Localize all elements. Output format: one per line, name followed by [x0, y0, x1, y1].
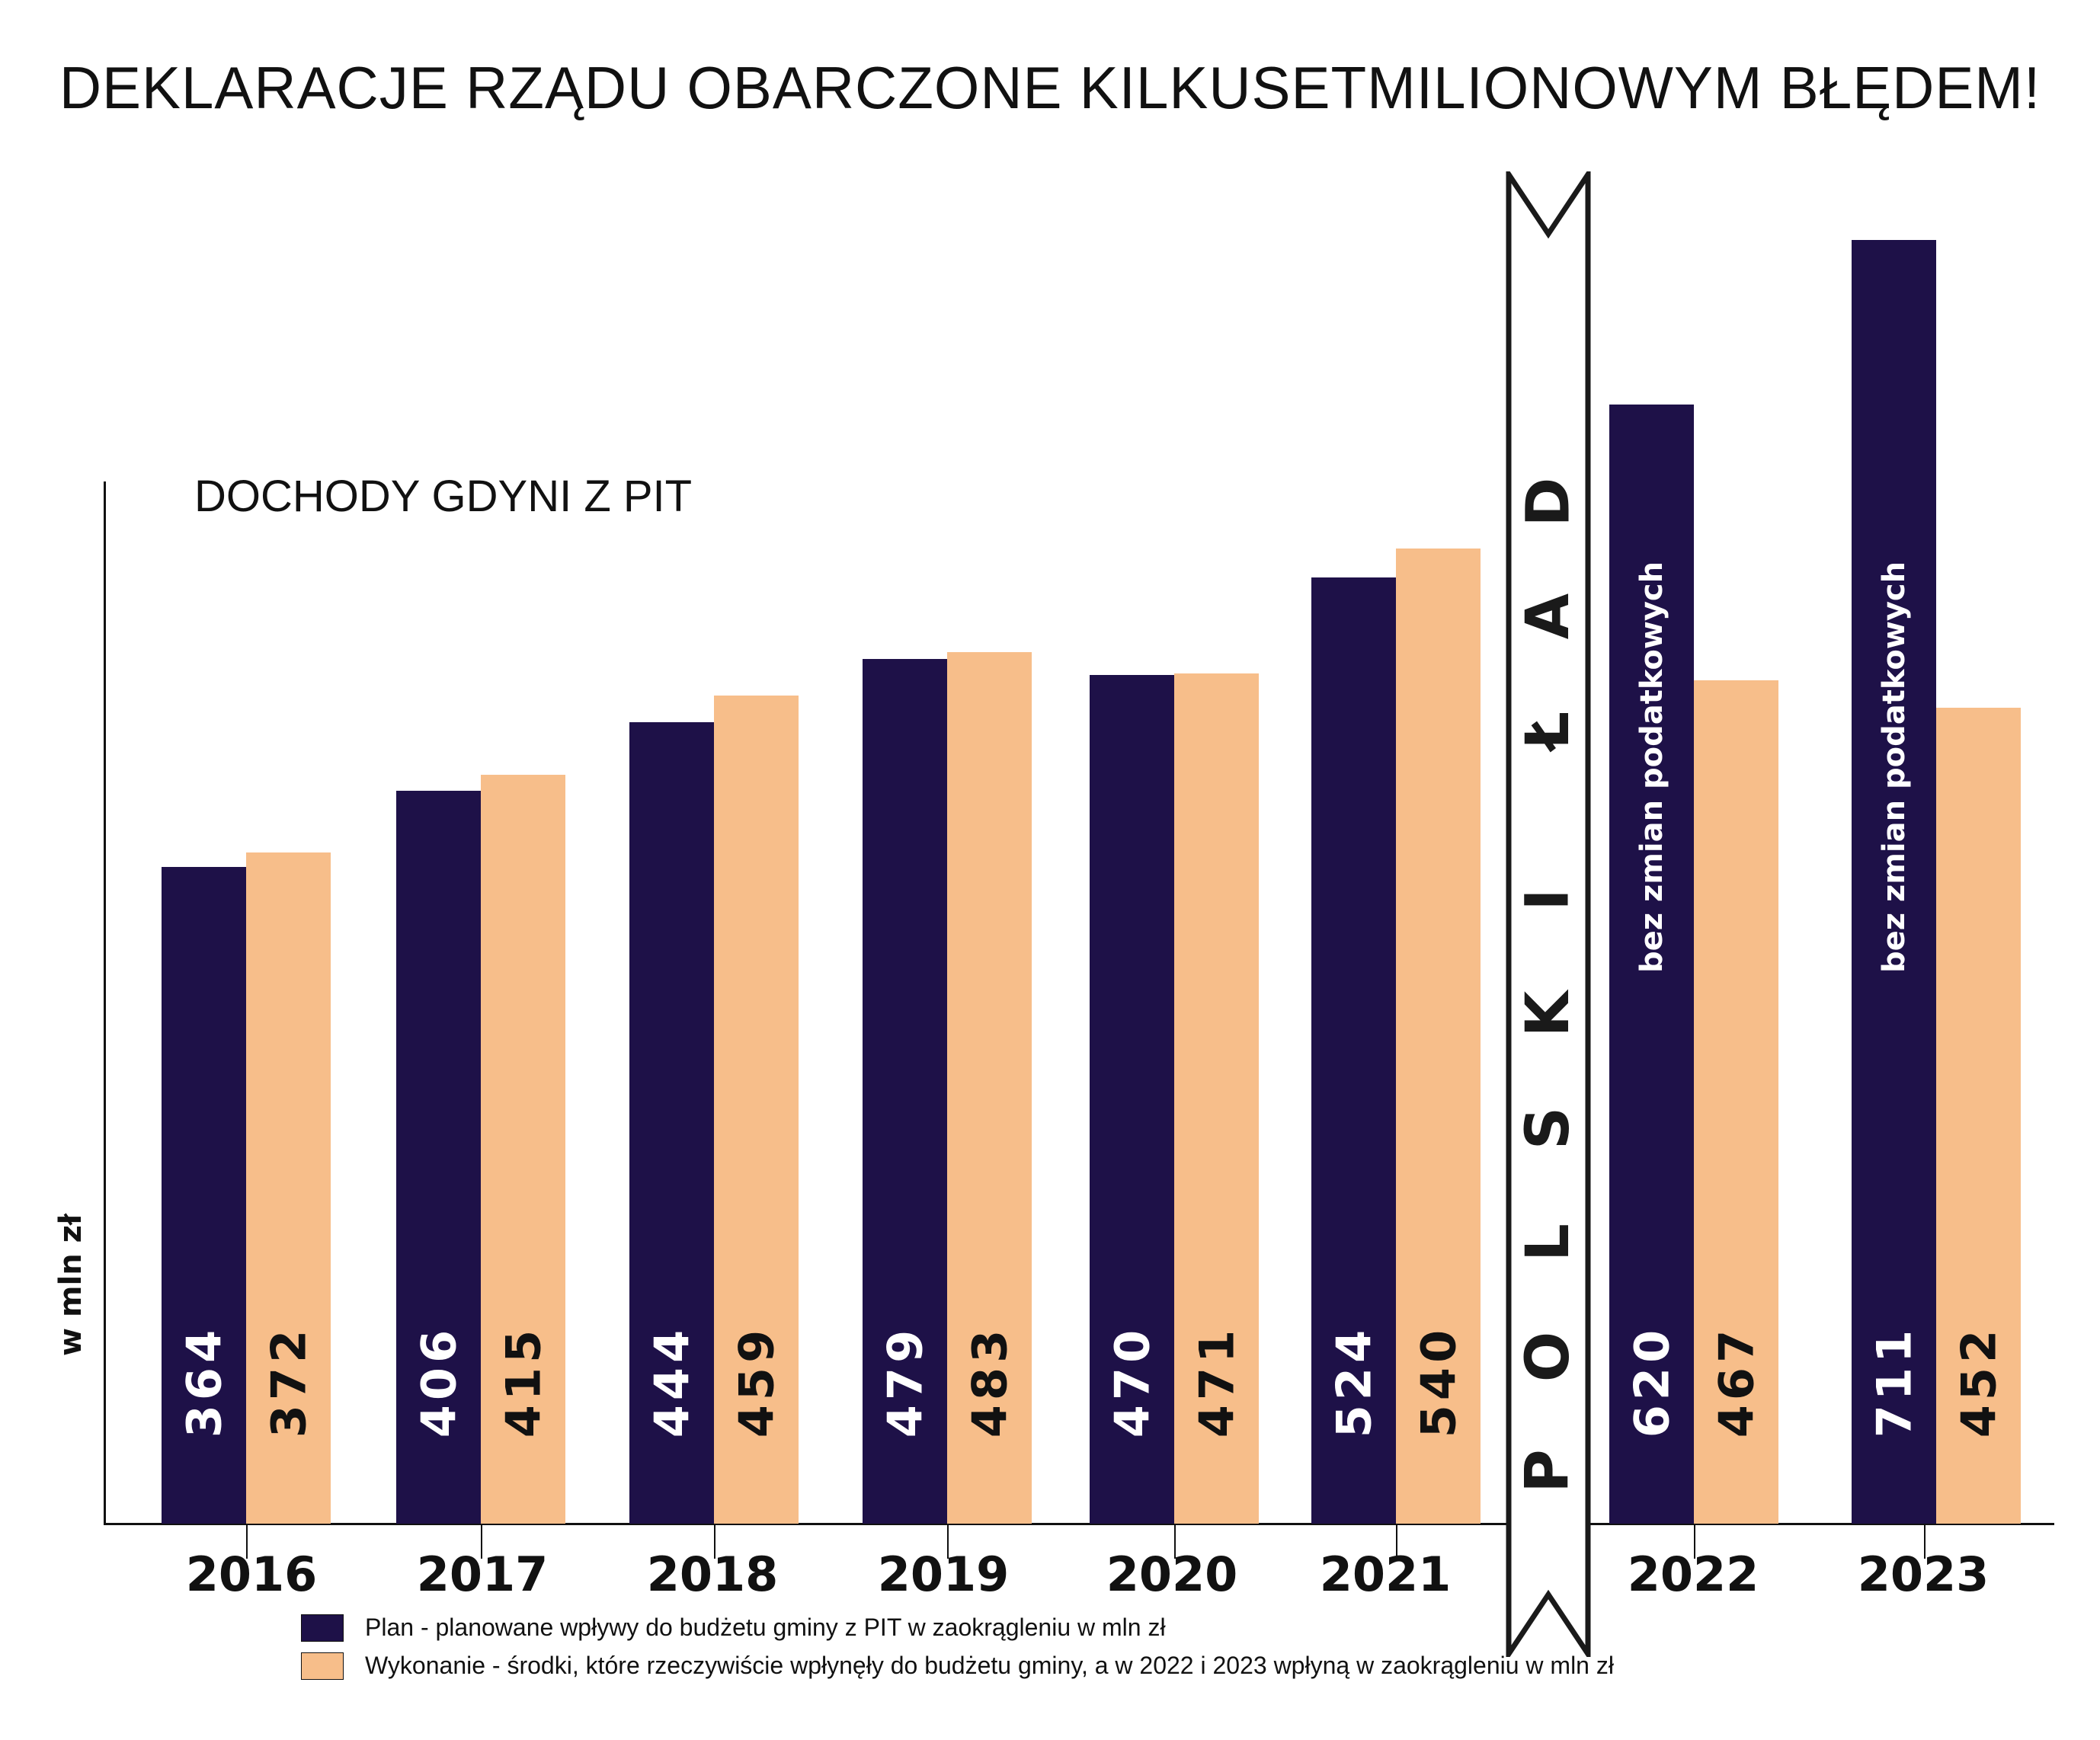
legend-item-plan: Plan - planowane wpływy do budżetu gminy… [301, 1614, 1166, 1642]
x-tick-label: 2019 [877, 1546, 1010, 1602]
x-tick-label: 2022 [1627, 1546, 1759, 1602]
chart-title: DEKLARACJE RZĄDU OBARCZONE KILKUSETMILIO… [59, 54, 2041, 121]
legend-label: Plan - planowane wpływy do budżetu gminy… [365, 1614, 1166, 1641]
bar-value: 470 [1104, 1325, 1160, 1438]
bar-value: 452 [1951, 1325, 2006, 1438]
ribbon-letter: L [1513, 1223, 1583, 1262]
x-tick-label: 2020 [1106, 1546, 1238, 1602]
x-tick [1694, 1524, 1695, 1559]
x-tick-label: 2017 [416, 1546, 549, 1602]
ribbon-letter: P [1513, 1449, 1583, 1493]
bar-actual-2022: 467 [1694, 680, 1778, 1524]
ribbon-letter: Ł [1514, 711, 1583, 750]
bar-actual-2019: 483 [947, 652, 1032, 1524]
x-tick [947, 1524, 949, 1559]
bar-value: 479 [877, 1325, 933, 1438]
x-tick [1396, 1524, 1397, 1559]
x-axis-line [104, 1523, 2054, 1525]
bar-actual-2018: 459 [714, 696, 799, 1524]
x-tick [246, 1524, 248, 1559]
bar-actual-2016: 372 [246, 852, 331, 1524]
bar-value: 459 [728, 1325, 784, 1438]
bar-value: 364 [176, 1325, 232, 1438]
bar-plan-2019: 479 [863, 659, 947, 1524]
x-tick-label: 2021 [1319, 1546, 1452, 1602]
ribbon-letter: K [1513, 990, 1583, 1038]
bar-plan-2023: bez zmian podatkowych 711 [1852, 240, 1936, 1524]
bar-value: 415 [495, 1325, 551, 1438]
bar-plan-2021: 524 [1311, 577, 1396, 1524]
polski-lad-label: D A Ł I K S L O P [1514, 472, 1583, 1501]
x-tick-label: 2016 [185, 1546, 318, 1602]
ribbon-letter: S [1514, 1106, 1583, 1150]
bar-plan-2016: 364 [162, 867, 246, 1524]
chart-subtitle: DOCHODY GDYNI Z PIT [194, 472, 693, 521]
bar-plan-2020: 470 [1090, 675, 1174, 1524]
bar-value: 540 [1410, 1325, 1466, 1438]
ribbon-letter: O [1514, 1331, 1583, 1383]
legend-label: Wykonanie - środki, które rzeczywiście w… [365, 1652, 1614, 1679]
bar-value: 524 [1326, 1325, 1381, 1438]
y-axis-label: w mln zł [53, 1214, 88, 1356]
legend-item-actual: Wykonanie - środki, które rzeczywiście w… [301, 1652, 1614, 1680]
x-tick-label: 2018 [646, 1546, 779, 1602]
bar-value: 372 [261, 1325, 316, 1438]
legend-swatch-plan [301, 1614, 344, 1642]
bar-value: 620 [1624, 1325, 1679, 1438]
x-tick [1174, 1524, 1176, 1559]
y-axis-line [104, 481, 106, 1525]
ribbon-letter: I [1514, 888, 1583, 911]
x-tick [1924, 1524, 1926, 1559]
ribbon-letter: A [1514, 593, 1583, 640]
bar-plan-2022: bez zmian podatkowych 620 [1609, 405, 1694, 1524]
bar-actual-2017: 415 [481, 775, 565, 1524]
bar-value: 711 [1866, 1325, 1922, 1438]
bar-value: 483 [962, 1325, 1017, 1438]
ribbon-letter: D [1514, 477, 1583, 527]
bar-actual-2023: 452 [1936, 708, 2021, 1524]
bar-value: 444 [644, 1325, 699, 1438]
bar-value: 471 [1189, 1325, 1244, 1438]
x-tick [714, 1524, 715, 1559]
bar-plan-2017: 406 [396, 791, 481, 1524]
bar-value: 406 [411, 1325, 466, 1438]
legend-swatch-actual [301, 1652, 344, 1680]
polski-lad-ribbon [1506, 171, 1591, 1657]
bar-plan-2018: 444 [629, 722, 714, 1524]
bar-value: 467 [1708, 1325, 1764, 1438]
x-tick-label: 2023 [1857, 1546, 1990, 1602]
x-tick [481, 1524, 482, 1559]
bar-actual-2021: 540 [1396, 549, 1481, 1524]
bar-actual-2020: 471 [1174, 673, 1259, 1524]
